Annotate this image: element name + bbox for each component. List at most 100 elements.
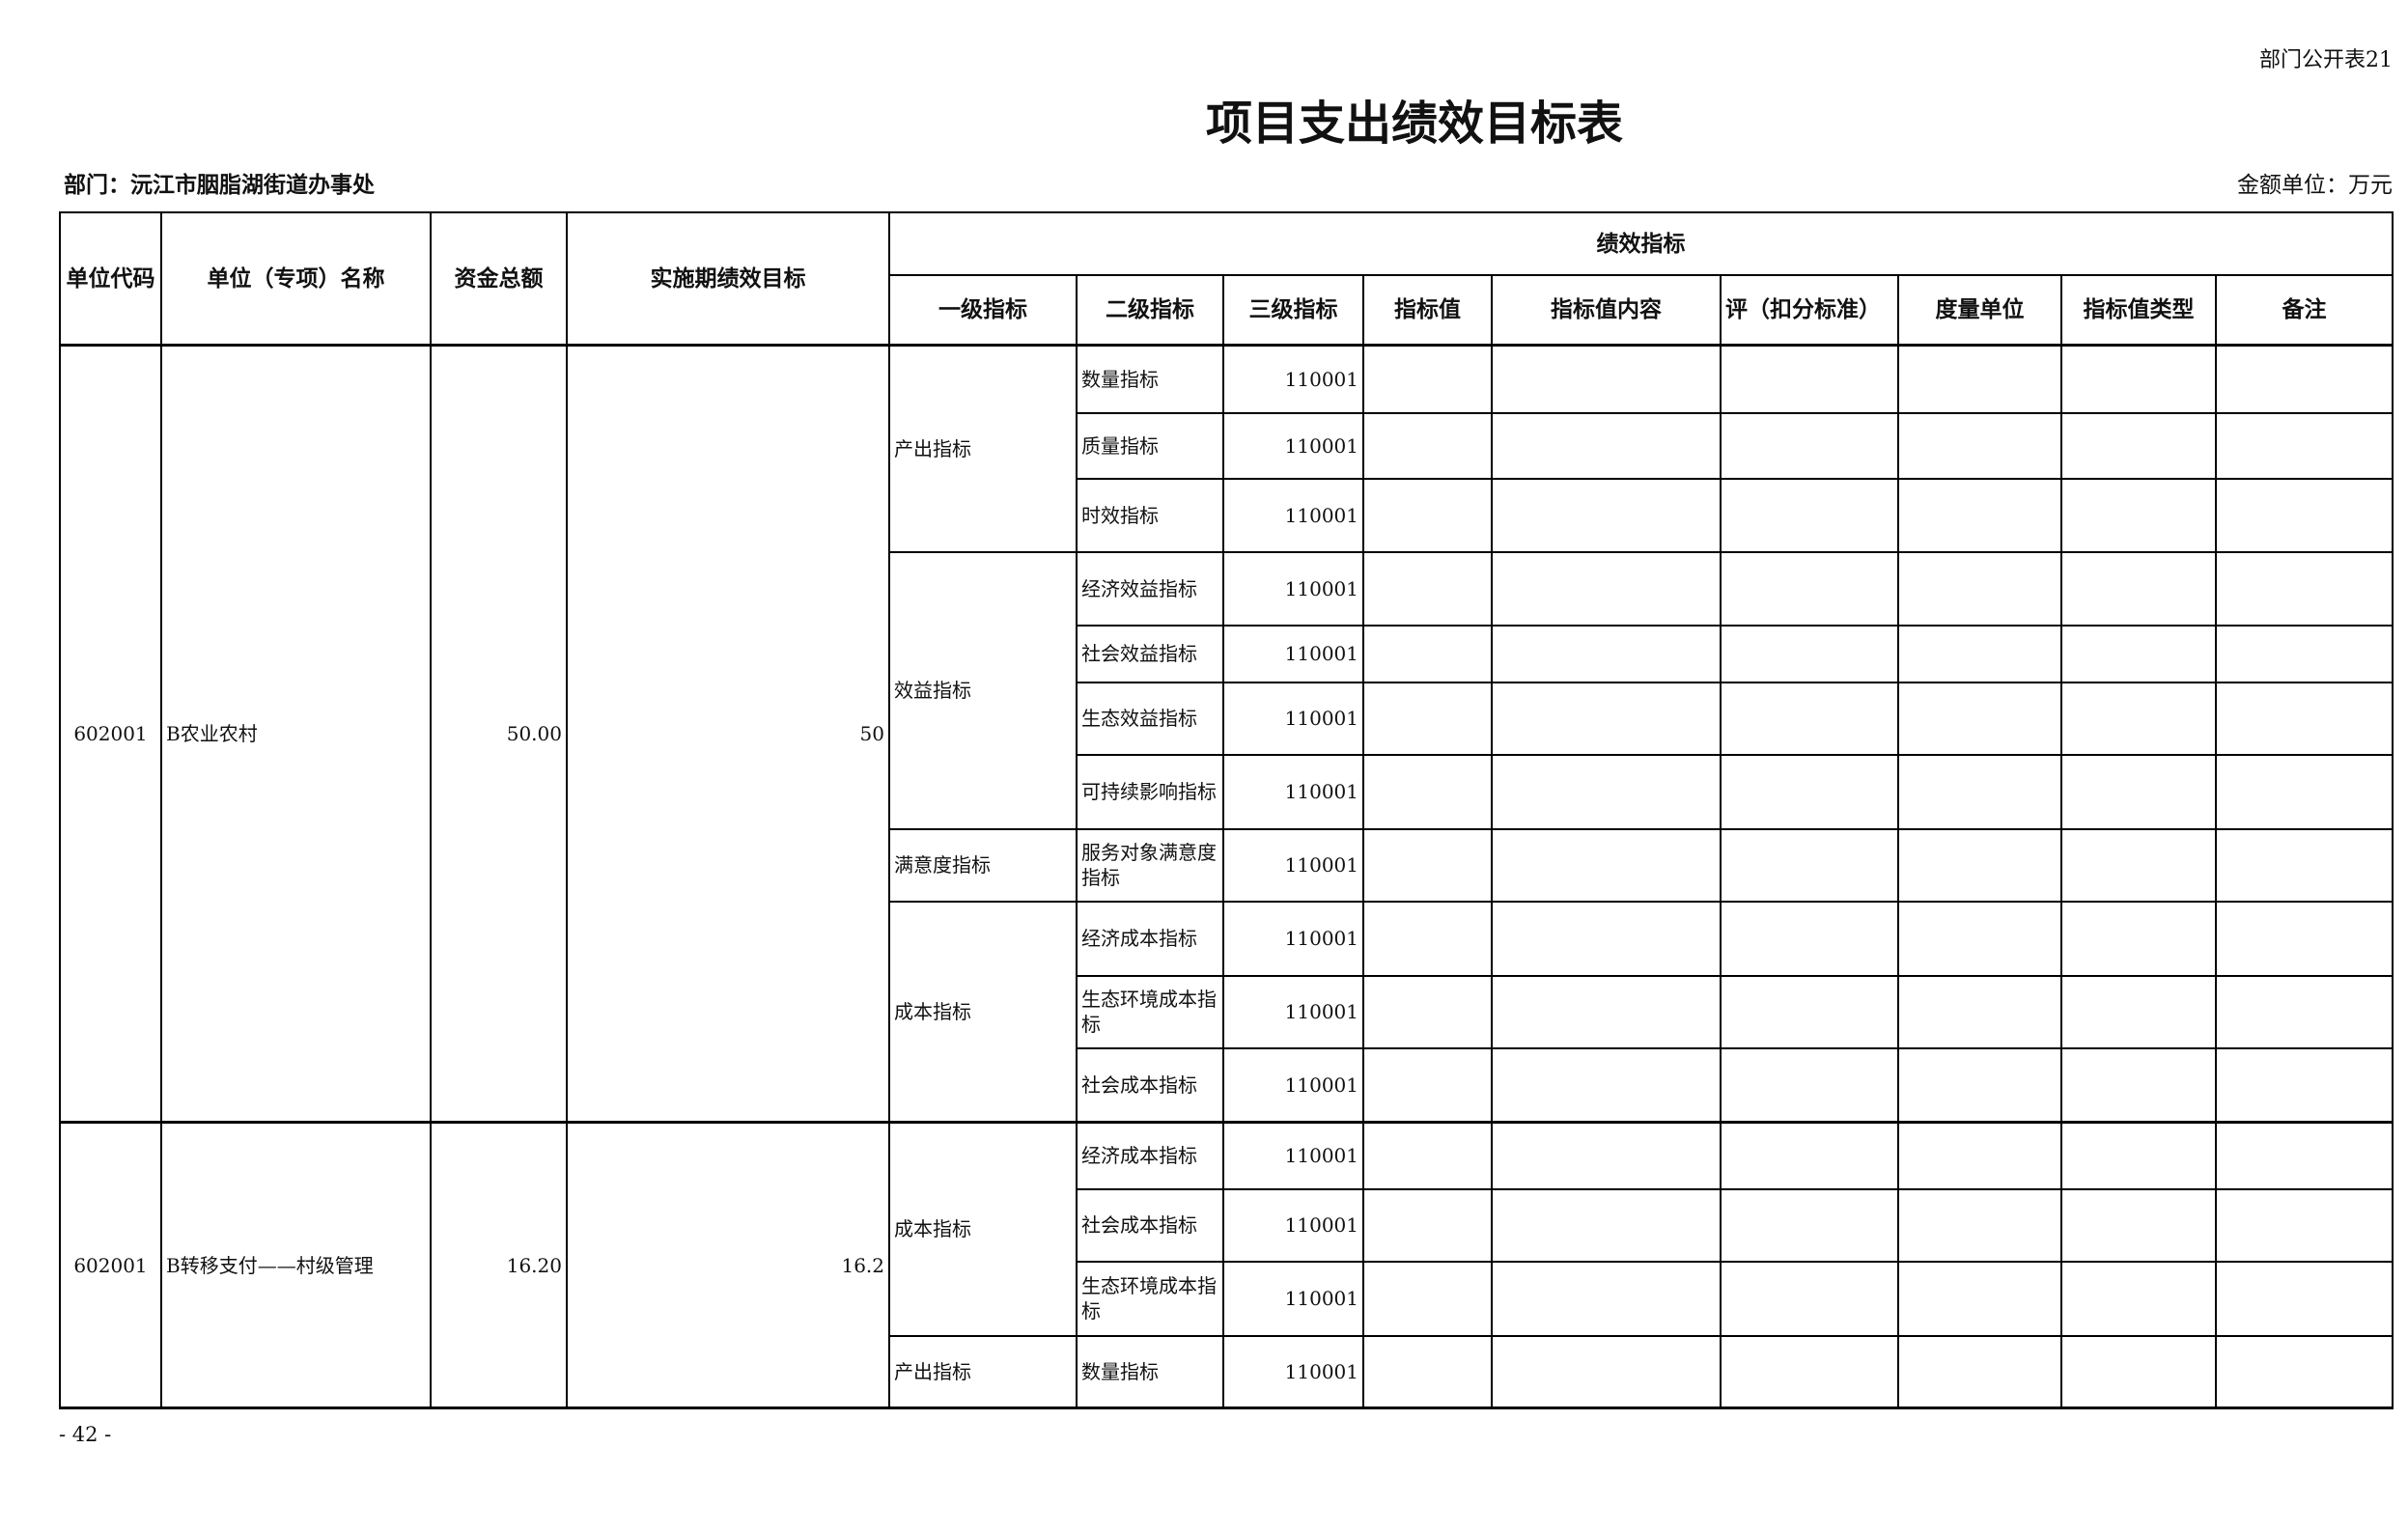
header-period-goal: 实施期绩效目标 [566,211,890,347]
table-row: 效益指标 经济效益指标 110001 [60,550,2394,830]
indicator-content-cell [1491,411,1722,480]
table-row: 社会成本指标 110001 [60,1187,2394,1263]
value-type-cell [2060,974,2217,1049]
indicator-content-cell [1491,477,1722,553]
header-unit-code: 单位代码 [59,211,162,347]
remarks-cell [2214,900,2394,977]
header-indicator-content: 指标值内容 [1491,274,1722,347]
measure-unit-cell [1897,411,2062,480]
level3-indicator-cell: 110001 [1222,1121,1364,1190]
level3-indicator-cell: 110001 [1222,827,1364,903]
level2-indicator-cell: 社会效益指标 [1076,624,1224,683]
project-block: 602001 B转移支付——村级管理 16.20 16.2 成本指标 经济成本指标 1100… [59,1121,2394,1409]
scoring-cell [1720,344,1899,414]
level3-indicator-cell: 110001 [1222,1187,1364,1263]
level3-indicator-cell: 110001 [1222,344,1364,414]
measure-unit-cell [1897,681,2062,756]
indicator-value-cell [1362,624,1493,683]
scoring-cell [1720,1121,1899,1190]
remarks-cell [2214,753,2394,830]
value-type-cell [2060,753,2217,830]
indicator-content-cell [1491,344,1722,414]
unit-code-cell: 602001 [59,344,162,1124]
level3-indicator-cell: 110001 [1222,681,1364,756]
unit-name-cell: B农业农村 [160,344,432,1124]
level2-indicator-cell: 时效指标 [1076,477,1224,553]
measure-unit-cell [1897,753,2062,830]
level2-indicator-cell: 生态环境成本指标 [1076,974,1224,1049]
measure-unit-cell [1897,1260,2062,1337]
indicator-value-cell [1362,477,1493,553]
level2-indicator-cell: 社会成本指标 [1076,1046,1224,1124]
measure-unit-cell [1897,974,2062,1049]
measure-unit-cell [1897,477,2062,553]
header-measure-unit: 度量单位 [1897,274,2062,347]
performance-target-table: 单位代码 单位（专项）名称 资金总额 实施期绩效目标 绩效指标 一级指标 二级指… [59,211,2394,1409]
value-type-cell [2060,1334,2217,1409]
indicator-content-cell [1491,1046,1722,1124]
remarks-cell [2214,827,2394,903]
scoring-cell [1720,1187,1899,1263]
page-number: - 42 - [59,1423,112,1446]
page-title: 项目支出绩效目标表 [1205,97,1623,151]
indicator-content-cell [1491,900,1722,977]
level3-indicator-cell: 110001 [1222,900,1364,977]
indicator-content-cell [1491,1334,1722,1409]
unit-code-cell: 602001 [59,1121,162,1409]
indicator-value-cell [1362,1334,1493,1409]
scoring-cell [1720,753,1899,830]
table-row: 生态效益指标 110001 [60,681,2394,756]
total-funds-cell: 16.20 [430,1121,568,1409]
table-row: 产出指标 数量指标 110001 [60,1334,2394,1409]
measure-unit-cell [1897,344,2062,414]
level1-indicator-cell: 产出指标 [888,344,1078,553]
level1-indicator-cell: 成本指标 [888,900,1078,1124]
measure-unit-cell [1897,1187,2062,1263]
indicator-value-cell [1362,1121,1493,1190]
measure-unit-cell [1897,1121,2062,1190]
scoring-cell [1720,1260,1899,1337]
value-type-cell [2060,1046,2217,1124]
level2-indicator-cell: 服务对象满意度指标 [1076,827,1224,903]
remarks-cell [2214,344,2394,414]
indicator-value-cell [1362,753,1493,830]
remarks-cell [2214,624,2394,683]
level3-indicator-cell: 110001 [1222,624,1364,683]
level2-indicator-cell: 质量指标 [1076,411,1224,480]
level3-indicator-cell: 110001 [1222,477,1364,553]
indicator-value-cell [1362,900,1493,977]
remarks-cell [2214,411,2394,480]
department-label: 部门：沅江市胭脂湖街道办事处 [64,172,375,198]
level2-indicator-cell: 生态效益指标 [1076,681,1224,756]
table-row: 生态环境成本指标 110001 [60,974,2394,1049]
scoring-cell [1720,411,1899,480]
measure-unit-cell [1897,550,2062,627]
value-type-cell [2060,477,2217,553]
table-row: 满意度指标 服务对象满意度指标 110001 [60,827,2394,903]
header-level1: 一级指标 [888,274,1078,347]
header-unit-name: 单位（专项）名称 [160,211,432,347]
indicator-value-cell [1362,1260,1493,1337]
level3-indicator-cell: 110001 [1222,974,1364,1049]
header-indicator-value: 指标值 [1362,274,1493,347]
remarks-cell [2214,974,2394,1049]
level1-indicator-cell: 效益指标 [888,550,1078,830]
indicator-content-cell [1491,681,1722,756]
header-level3: 三级指标 [1222,274,1364,347]
remarks-cell [2214,681,2394,756]
level3-indicator-cell: 110001 [1222,411,1364,480]
indicator-value-cell [1362,974,1493,1049]
value-type-cell [2060,681,2217,756]
value-type-cell [2060,550,2217,627]
measure-unit-cell [1897,624,2062,683]
level2-indicator-cell: 数量指标 [1076,1334,1224,1409]
value-type-cell [2060,344,2217,414]
level3-indicator-cell: 110001 [1222,753,1364,830]
indicator-value-cell [1362,550,1493,627]
indicator-content-cell [1491,827,1722,903]
remarks-cell [2214,1260,2394,1337]
indicator-value-cell [1362,1046,1493,1124]
indicator-content-cell [1491,753,1722,830]
level3-indicator-cell: 110001 [1222,1334,1364,1409]
header-level2: 二级指标 [1076,274,1224,347]
